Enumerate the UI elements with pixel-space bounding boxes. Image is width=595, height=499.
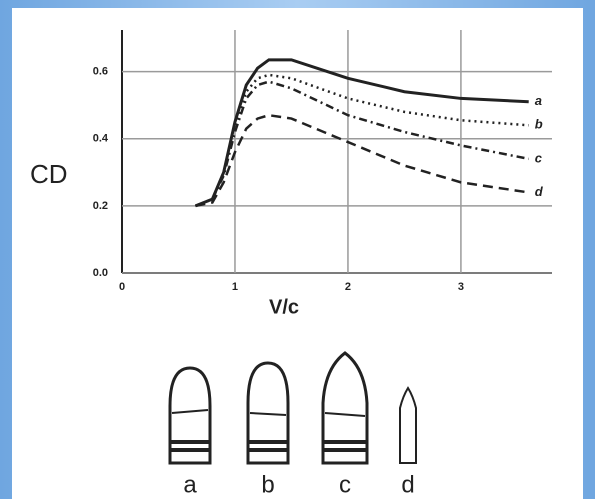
frame: CD V/c 0.0 0.2 0.4 0.6 0 1 2 3 a a b b c c d d — [12, 8, 583, 499]
y-tick-label: 0.0 — [93, 267, 108, 279]
y-tick-label: 0.2 — [93, 200, 108, 212]
bullet-d — [399, 386, 417, 464]
bullet-label: d — [401, 471, 414, 498]
x-axis-label: V/c — [269, 296, 299, 318]
y-tick-label: 0.4 — [93, 133, 109, 145]
y-tick-label: 0.6 — [93, 65, 108, 77]
line-series — [195, 113, 529, 208]
series-label: d — [535, 184, 544, 199]
series-label: a — [535, 93, 542, 108]
line-series — [194, 80, 529, 208]
line-series — [194, 73, 529, 208]
x-tick-label: 1 — [232, 281, 238, 293]
bullet-label: c — [339, 471, 351, 498]
bullet-label: b — [261, 471, 274, 498]
x-tick-label: 2 — [345, 281, 351, 293]
line-series — [194, 58, 529, 208]
bullet-b — [246, 361, 290, 465]
series-label: b — [535, 117, 543, 132]
x-tick-label: 0 — [119, 281, 125, 293]
bullet-a — [168, 366, 212, 465]
x-tick-label: 3 — [458, 281, 464, 293]
y-axis-label: CD — [30, 159, 68, 189]
bullet-c — [321, 351, 369, 465]
series-label: c — [535, 150, 543, 165]
bullet-label: a — [183, 471, 197, 498]
